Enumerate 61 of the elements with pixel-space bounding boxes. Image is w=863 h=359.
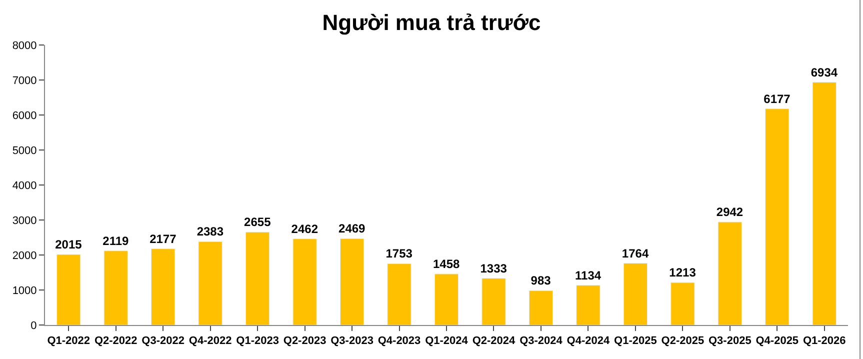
data-label: 2462: [291, 222, 318, 236]
bar: [56, 254, 81, 325]
y-tick-label: 2000: [12, 250, 37, 262]
x-tick-label: Q4-2024: [566, 335, 610, 348]
x-tick-label: Q3-2024: [520, 335, 564, 348]
y-tick-label: 1000: [12, 284, 37, 297]
data-label: 983: [530, 274, 552, 288]
x-tick-label: Q1-2025: [614, 335, 657, 348]
bar: [576, 285, 600, 325]
data-label: 6934: [810, 65, 838, 80]
data-label: 6177: [764, 92, 791, 106]
bar: [246, 232, 270, 325]
x-tick-label: Q3-2022: [142, 335, 184, 348]
data-label: 2942: [716, 205, 744, 220]
x-tick-label: Q1-2022: [47, 335, 90, 348]
x-tick-label: Q3-2023: [330, 335, 374, 348]
y-tick-label: 8000: [12, 40, 37, 52]
y-tick-label: 0: [30, 320, 37, 332]
x-tick-label: Q4-2022: [188, 335, 232, 348]
data-label: 2015: [55, 237, 82, 252]
x-tick-label: Q1-2024: [425, 335, 469, 348]
data-label: 2469: [338, 222, 366, 236]
bar: [528, 290, 554, 325]
data-label: 1134: [575, 268, 602, 282]
x-tick-label: Q4-2025: [756, 335, 799, 348]
data-label: 1753: [386, 246, 413, 261]
bar: [434, 274, 459, 325]
data-label: 1458: [432, 256, 460, 271]
bar: [812, 82, 836, 325]
bar: [623, 263, 648, 325]
x-tick-label: Q1-2023: [236, 335, 279, 348]
bar: [670, 282, 695, 325]
y-tick-label: 7000: [12, 74, 37, 87]
x-tick-label: Q2-2024: [472, 335, 516, 348]
y-tick-label: 5000: [12, 144, 37, 157]
bar: [292, 238, 317, 325]
data-label: 2383: [196, 224, 224, 239]
x-tick-label: Q2-2023: [283, 335, 326, 348]
bar: [198, 241, 222, 325]
x-tick-label: Q2-2025: [661, 335, 704, 348]
data-label: 1213: [669, 266, 696, 280]
data-label: 1764: [622, 246, 649, 260]
y-tick-label: 4000: [12, 180, 37, 192]
y-tick-label: 3000: [12, 214, 37, 227]
data-label: 2655: [244, 215, 272, 230]
chart-title: Người mua trả trước: [322, 10, 541, 35]
bar: [387, 263, 412, 325]
bar: [718, 222, 742, 325]
x-tick-label: Q4-2023: [378, 335, 421, 348]
bar: [340, 238, 364, 325]
bar: [482, 278, 506, 325]
bar: [104, 250, 128, 325]
data-label: 1333: [480, 261, 508, 276]
x-tick-label: Q2-2022: [94, 335, 138, 348]
data-label: 2119: [102, 234, 130, 248]
data-label: 2177: [150, 232, 177, 246]
x-tick-label: Q1-2026: [802, 335, 846, 348]
bar: [765, 108, 790, 325]
x-tick-label: Q3-2025: [708, 335, 752, 348]
bar: [151, 248, 176, 325]
y-tick-label: 6000: [12, 110, 37, 122]
